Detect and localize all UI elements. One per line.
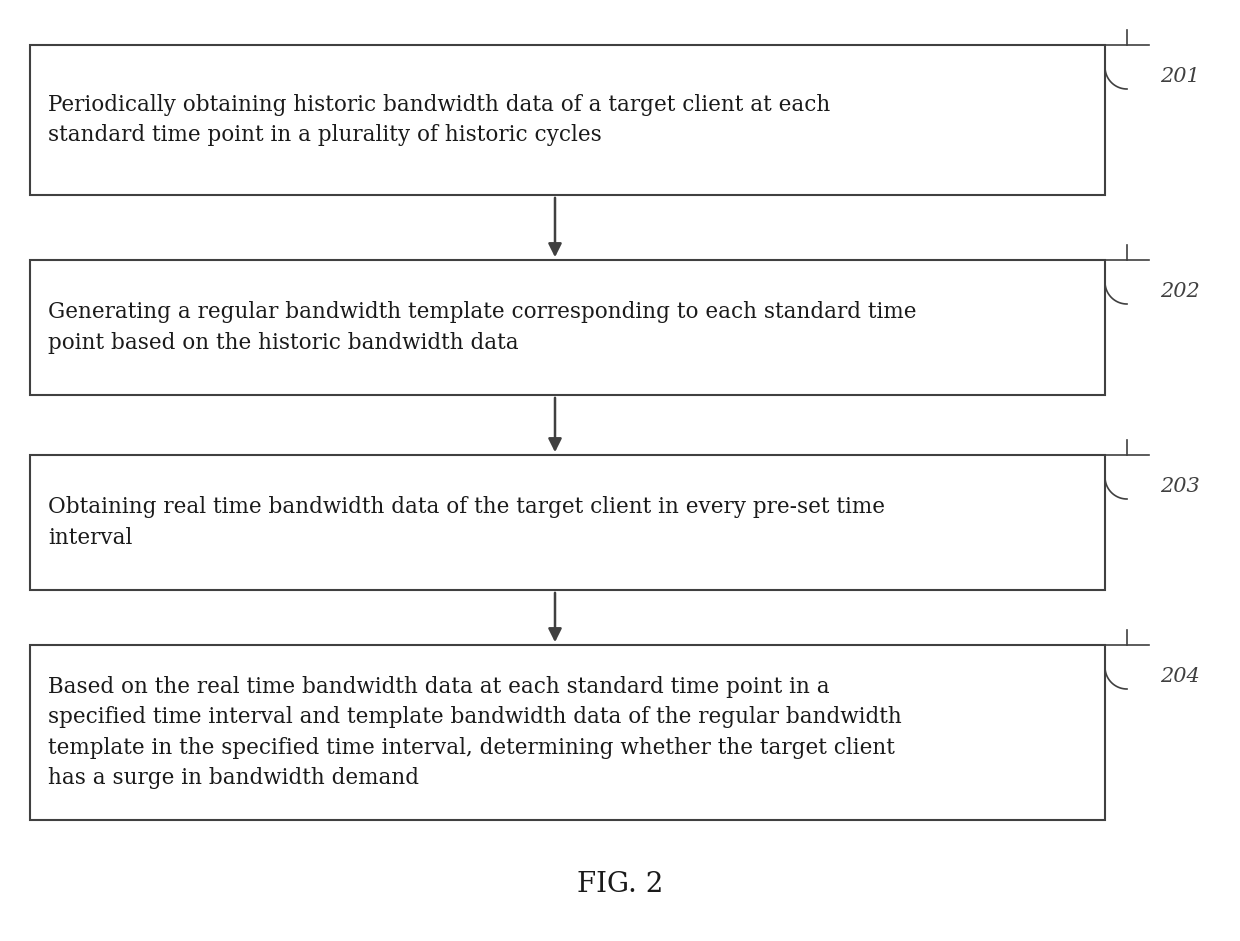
Bar (30, 455, 1105, 590)
Bar (30, 260, 1105, 395)
Text: FIG. 2: FIG. 2 (577, 871, 663, 899)
Text: 204: 204 (1159, 667, 1200, 686)
Text: 202: 202 (1159, 282, 1200, 301)
Text: 201: 201 (1159, 67, 1200, 86)
Text: Generating a regular bandwidth template corresponding to each standard time
poin: Generating a regular bandwidth template … (48, 301, 916, 354)
Text: Based on the real time bandwidth data at each standard time point in a
specified: Based on the real time bandwidth data at… (48, 676, 901, 789)
Bar (30, 645, 1105, 820)
Bar (30, 45, 1105, 195)
Text: Periodically obtaining historic bandwidth data of a target client at each
standa: Periodically obtaining historic bandwidt… (48, 94, 831, 146)
Text: 203: 203 (1159, 477, 1200, 496)
Text: Obtaining real time bandwidth data of the target client in every pre-set time
in: Obtaining real time bandwidth data of th… (48, 496, 885, 549)
